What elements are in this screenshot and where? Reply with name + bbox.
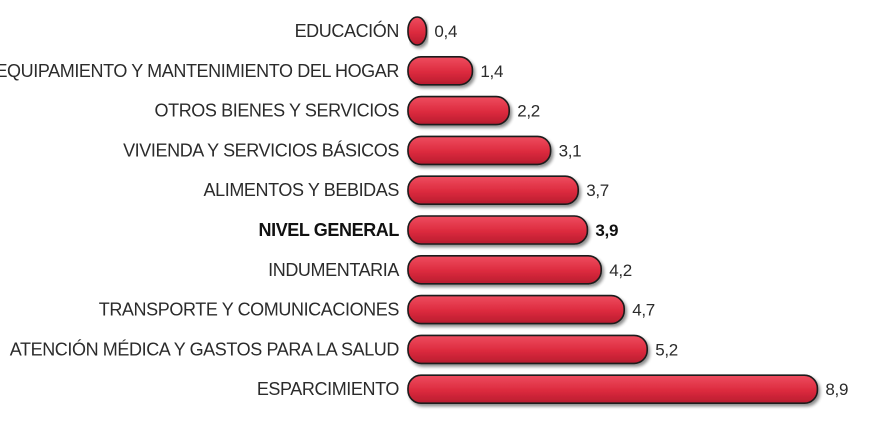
bar-educacion bbox=[407, 16, 428, 46]
category-label-atencion-medica-y-gastos-para-la-salud: ATENCIÓN MÉDICA Y GASTOS PARA LA SALUD bbox=[10, 338, 400, 359]
bar-vivienda-y-servicios-basicos bbox=[407, 135, 552, 166]
value-label-indumentaria: 4,2 bbox=[609, 261, 632, 280]
value-label-educacion: 0,4 bbox=[434, 22, 457, 41]
value-label-esparcimiento: 8,9 bbox=[825, 380, 848, 399]
value-labels: 0,4 1,4 2,2 3,1 3,7 3,9 4,2 4,7 5,2 8,9 bbox=[434, 22, 848, 399]
category-label-nivel-general: NIVEL GENERAL bbox=[259, 220, 400, 240]
category-label-equipamiento-y-mantenimiento-del-hogar: EQUIPAMIENTO Y MANTENIMIENTO DEL HOGAR bbox=[0, 61, 399, 81]
category-labels: EDUCACIÓN EQUIPAMIENTO Y MANTENIMIENTO DE… bbox=[0, 20, 400, 399]
category-label-indumentaria: INDUMENTARIA bbox=[268, 260, 399, 280]
bar-transporte-y-comunicaciones bbox=[407, 294, 625, 325]
bar-alimentos-y-bebidas bbox=[407, 175, 579, 205]
bar-otros-bienes-y-servicios bbox=[407, 95, 510, 126]
category-label-transporte-y-comunicaciones: TRANSPORTE Y COMUNICACIONES bbox=[99, 300, 400, 320]
value-label-vivienda-y-servicios-basicos: 3,1 bbox=[559, 141, 582, 160]
category-label-esparcimiento: ESPARCIMIENTO bbox=[257, 379, 400, 399]
value-label-nivel-general: 3,9 bbox=[595, 221, 618, 240]
bar-nivel-general bbox=[407, 215, 589, 245]
category-label-educacion: EDUCACIÓN bbox=[295, 20, 399, 41]
bar-indumentaria bbox=[407, 255, 602, 285]
bar-esparcimiento bbox=[407, 374, 819, 405]
value-label-equipamiento-y-mantenimiento-del-hogar: 1,4 bbox=[480, 62, 503, 81]
category-label-vivienda-y-servicios-basicos: VIVIENDA Y SERVICIOS BÁSICOS bbox=[123, 140, 399, 160]
bars-layer bbox=[407, 16, 819, 405]
value-label-atencion-medica-y-gastos-para-la-salud: 5,2 bbox=[655, 340, 678, 359]
value-label-alimentos-y-bebidas: 3,7 bbox=[586, 181, 609, 200]
category-label-alimentos-y-bebidas: ALIMENTOS Y BEBIDAS bbox=[204, 180, 400, 200]
value-label-otros-bienes-y-servicios: 2,2 bbox=[517, 102, 540, 121]
bar-equipamiento-y-mantenimiento-del-hogar bbox=[407, 55, 474, 86]
value-label-transporte-y-comunicaciones: 4,7 bbox=[632, 301, 655, 320]
bar-atencion-medica-y-gastos-para-la-salud bbox=[407, 334, 648, 365]
category-label-otros-bienes-y-servicios: OTROS BIENES Y SERVICIOS bbox=[155, 101, 400, 121]
